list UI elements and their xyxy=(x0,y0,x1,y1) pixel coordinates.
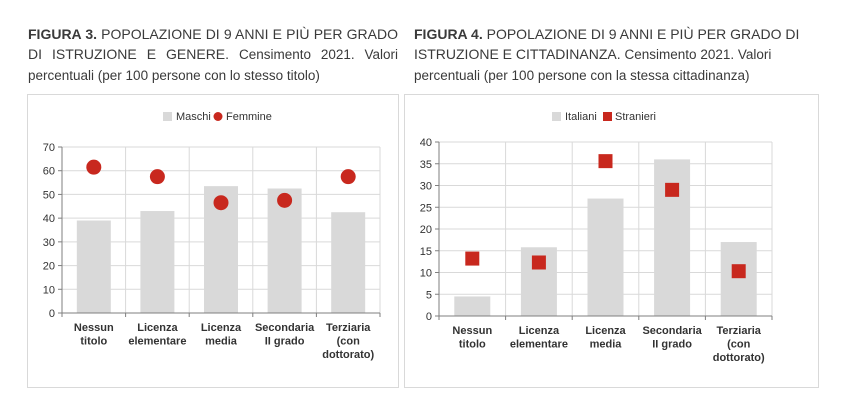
fig3-bar-1 xyxy=(76,220,111,313)
fig4-ytick-label: 5 xyxy=(426,289,432,301)
figure-3-label: FIGURA 3. xyxy=(28,26,97,42)
fig4-legend-label-marker: Stranieri xyxy=(615,111,656,123)
fig3-marker-3 xyxy=(213,195,229,211)
fig4-category-label-2: Licenza elementare xyxy=(510,325,568,351)
fig3-ytick-label: 20 xyxy=(43,261,55,273)
fig3-category-label-3: Licenza media xyxy=(201,322,242,348)
fig4-legend-swatch-bar xyxy=(552,112,561,121)
fig3-marker-1 xyxy=(86,159,102,175)
fig4-legend: Italiani Stranieri xyxy=(552,111,656,123)
fig4-bar-3 xyxy=(587,198,624,316)
fig4-category-label-line: titolo xyxy=(459,339,486,351)
fig3-bar-5 xyxy=(331,212,366,313)
fig4-category-label-line: Secondaria xyxy=(642,325,702,337)
fig4-category-label-1: Nessun titolo xyxy=(452,325,492,351)
fig3-category-label-line: media xyxy=(205,336,238,348)
fig3-category-label-line: Secondaria xyxy=(255,322,315,334)
figure-4-label: FIGURA 4. xyxy=(414,26,483,42)
figure-3-panel: 0 10 20 30 40 50 60 70 Nessun titolo Licenza elemen… xyxy=(27,94,399,388)
fig3-category-label-line: II grado xyxy=(265,336,305,348)
fig4-ytick-label: 10 xyxy=(420,268,432,280)
fig3-legend-label-bar: Maschi xyxy=(176,111,211,123)
fig4-bar-1 xyxy=(454,296,491,316)
figure-3-heading: POPOLAZIONE DI 9 ANNI E PIÙ PER GRADO DI… xyxy=(28,26,398,62)
fig4-ytick-label: 25 xyxy=(420,202,432,214)
fig3-category-label-4: Secondaria II grado xyxy=(255,322,315,348)
fig4-category-label-line: II grado xyxy=(652,339,692,351)
figure-4-panel: 0 5 10 15 20 25 30 35 40 Nessun titolo Licenza eleme… xyxy=(404,94,819,388)
fig3-category-label-1: Nessun titolo xyxy=(74,322,114,348)
fig3-category-label-line: Terziaria xyxy=(326,322,371,334)
fig4-category-label-4: Secondaria II grado xyxy=(642,325,702,351)
fig4-marker-4 xyxy=(665,182,680,197)
fig4-ytick-label: 15 xyxy=(420,246,432,258)
fig4-ytick-label: 20 xyxy=(420,224,432,236)
fig4-legend-swatch-marker xyxy=(603,112,612,121)
fig4-ytick-label: 40 xyxy=(420,137,432,149)
figure-4-heading: POPOLAZIONE DI 9 ANNI E PIÙ PER GRADO DI… xyxy=(414,26,800,62)
fig3-ytick-label: 70 xyxy=(43,142,55,154)
fig3-marker-2 xyxy=(149,169,165,185)
fig3-category-label-line: Licenza xyxy=(201,322,242,334)
fig3-marker-4 xyxy=(277,192,293,208)
fig4-category-label-line: media xyxy=(590,339,623,351)
figure-4-subtitle: Censimento 2021. Valori percentuali (per… xyxy=(414,47,772,83)
fig4-category-label-line: Terziaria xyxy=(716,325,761,337)
fig4-ytick-label: 35 xyxy=(420,159,432,171)
fig3-category-label-2: Licenza elementare xyxy=(128,322,186,348)
fig4-bar-5 xyxy=(720,242,757,316)
fig4-marker-3 xyxy=(598,154,613,169)
fig4-category-label-line: (con xyxy=(727,339,751,351)
fig3-bar-4 xyxy=(267,188,302,313)
fig3-legend-label-marker: Femmine xyxy=(226,111,272,123)
fig3-ytick-label: 0 xyxy=(49,308,55,320)
fig3-ytick-label: 10 xyxy=(43,284,55,296)
figure-3-chart: 0 10 20 30 40 50 60 70 Nessun titolo Licenza elemen… xyxy=(43,111,381,361)
figure-3-subtitle: Censimento 2021. Valori percentuali (per… xyxy=(28,47,398,83)
fig3-category-label-line: titolo xyxy=(80,336,107,348)
fig4-category-label-5: Terziaria (con dottorato) xyxy=(713,325,765,364)
fig4-marker-1 xyxy=(465,251,480,266)
fig3-ytick-label: 50 xyxy=(43,189,55,201)
fig4-category-label-line: Nessun xyxy=(452,325,492,337)
fig3-ytick-label: 60 xyxy=(43,166,55,178)
fig3-category-label-line: elementare xyxy=(128,336,186,348)
fig4-category-label-line: Licenza xyxy=(519,325,560,337)
fig4-ytick-label: 0 xyxy=(426,311,432,323)
fig3-ytick-label: 30 xyxy=(43,237,55,249)
fig4-category-label-line: Licenza xyxy=(585,325,626,337)
fig4-marker-5 xyxy=(731,264,746,279)
fig4-marker-2 xyxy=(531,255,546,270)
fig3-category-label-line: dottorato) xyxy=(322,349,374,361)
figure-4-chart: 0 5 10 15 20 25 30 35 40 Nessun titolo Licenza eleme… xyxy=(420,111,773,364)
fig4-category-label-line: elementare xyxy=(510,339,568,351)
fig3-category-label-line: (con xyxy=(337,336,361,348)
fig3-category-label-line: Licenza xyxy=(137,322,178,334)
fig4-legend-label-bar: Italiani xyxy=(565,111,597,123)
fig3-legend: Maschi Femmine xyxy=(163,111,272,123)
fig4-category-label-line: dottorato) xyxy=(713,352,765,364)
fig3-legend-swatch-marker xyxy=(213,112,223,121)
fig3-legend-swatch-bar xyxy=(163,112,172,121)
figure-3-title: FIGURA 3. POPOLAZIONE DI 9 ANNI E PIÙ PE… xyxy=(28,24,398,86)
figure-4-title: FIGURA 4. POPOLAZIONE DI 9 ANNI E PIÙ PE… xyxy=(414,24,824,86)
fig3-category-label-5: Terziaria (con dottorato) xyxy=(322,322,374,361)
fig3-bar-2 xyxy=(140,211,175,313)
fig4-category-label-3: Licenza media xyxy=(585,325,626,351)
fig3-ytick-label: 40 xyxy=(43,213,55,225)
fig3-marker-5 xyxy=(340,169,356,185)
fig3-category-label-line: Nessun xyxy=(74,322,114,334)
fig4-ytick-label: 30 xyxy=(420,181,432,193)
